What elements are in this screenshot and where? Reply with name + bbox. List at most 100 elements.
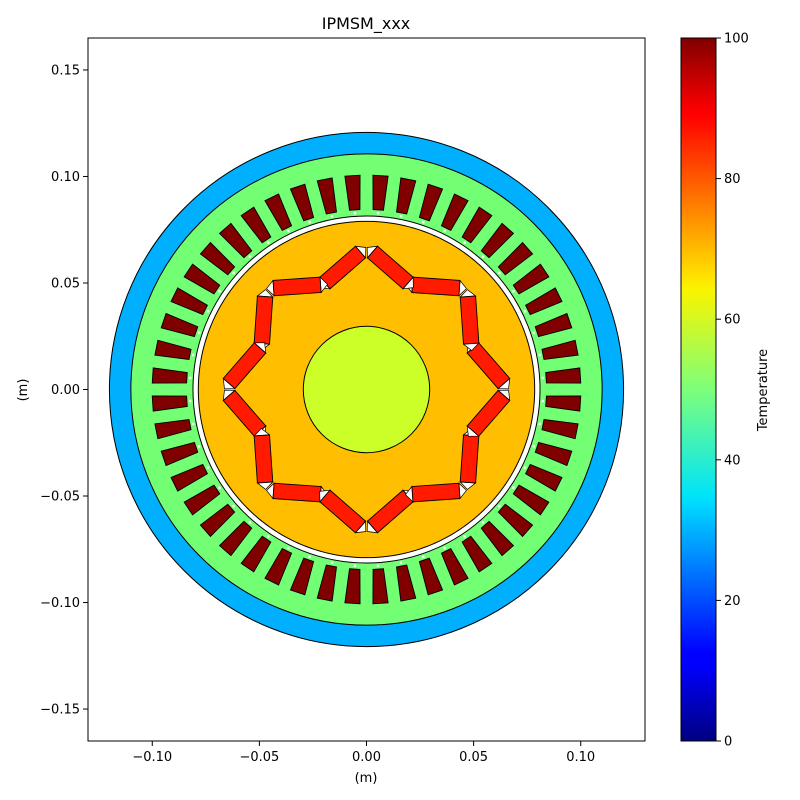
slot-opening bbox=[538, 422, 542, 426]
stator-winding-slot bbox=[240, 535, 272, 573]
slot-opening bbox=[191, 353, 195, 357]
shaft bbox=[302, 325, 431, 454]
stator-winding-slot bbox=[264, 193, 293, 231]
stator-winding-slot bbox=[199, 241, 236, 276]
stator-winding-slot bbox=[418, 183, 444, 222]
stator-winding-slot bbox=[497, 503, 534, 538]
permanent-magnet bbox=[411, 482, 461, 503]
stator-winding-slot bbox=[541, 339, 579, 360]
slot-opening bbox=[287, 229, 290, 233]
colorbar: 0 20 40 60 80 100 Temperature bbox=[680, 32, 771, 750]
colorbar-tick-label: 40 bbox=[724, 453, 741, 468]
slot-opening bbox=[481, 255, 485, 258]
stator-winding-slot bbox=[160, 312, 199, 338]
slot-opening bbox=[523, 310, 527, 313]
stator-winding-slot bbox=[512, 263, 550, 295]
colorbar-ticks: 0 20 40 60 80 100 bbox=[716, 32, 749, 750]
slot-opening bbox=[248, 255, 252, 258]
slot-opening bbox=[422, 555, 425, 559]
colorbar-tick-label: 80 bbox=[724, 172, 741, 187]
slot-opening bbox=[443, 229, 446, 233]
stator-winding-slot bbox=[240, 206, 272, 244]
slot-opening bbox=[443, 546, 446, 550]
y-tick-label: 0.00 bbox=[51, 383, 80, 398]
stator-winding-slot bbox=[418, 557, 444, 596]
magnet-pair-member bbox=[466, 389, 511, 437]
slot-opening bbox=[218, 290, 221, 293]
x-tick-label: 0.00 bbox=[352, 750, 381, 765]
slot-opening bbox=[197, 331, 201, 334]
magnet-pair-member bbox=[266, 276, 329, 297]
permanent-magnet bbox=[459, 295, 480, 345]
slot-opening bbox=[523, 466, 527, 469]
slot-opening bbox=[463, 535, 466, 538]
slot-opening bbox=[541, 399, 545, 403]
slot-opening bbox=[376, 564, 380, 568]
colorbar-tick-label: 100 bbox=[724, 32, 749, 47]
stator-winding-slot bbox=[545, 367, 582, 384]
magnet-pair-member bbox=[253, 427, 274, 490]
stator-winding-slot bbox=[461, 535, 493, 573]
x-tick-label: −0.05 bbox=[239, 750, 279, 765]
slot-opening bbox=[512, 486, 515, 489]
magnet-pair-member bbox=[459, 289, 480, 352]
stator-winding-slot bbox=[344, 174, 361, 211]
y-axis-label: (m) bbox=[16, 379, 31, 402]
slot-opening bbox=[353, 211, 357, 215]
stator-winding-slot bbox=[534, 441, 573, 467]
plot-title: IPMSM_xxx bbox=[322, 14, 411, 34]
stator-winding-slot bbox=[396, 564, 417, 602]
y-tick-label: 0.10 bbox=[51, 170, 80, 185]
stator-winding-slot bbox=[525, 287, 563, 316]
slot-opening bbox=[463, 241, 466, 244]
colorbar-tick-label: 0 bbox=[724, 735, 732, 750]
stator-winding-slot bbox=[289, 557, 315, 596]
stator-winding-slot bbox=[396, 177, 417, 215]
y-tick-label: −0.05 bbox=[40, 490, 80, 505]
y-tick-label: 0.15 bbox=[51, 63, 80, 78]
stator-winding-slot bbox=[316, 564, 337, 602]
stator-winding-slot bbox=[154, 339, 192, 360]
permanent-magnet bbox=[366, 245, 414, 290]
slot-opening bbox=[197, 445, 201, 448]
permanent-magnet bbox=[222, 342, 267, 390]
x-tick-label: 0.10 bbox=[566, 750, 595, 765]
stator-winding-slot bbox=[372, 568, 389, 605]
slot-opening bbox=[267, 241, 270, 244]
slot-opening bbox=[188, 399, 192, 403]
stator-winding-slot bbox=[183, 484, 221, 516]
slot-opening bbox=[399, 214, 403, 218]
stator-winding-slot bbox=[199, 503, 236, 538]
colorbar-tick-label: 60 bbox=[724, 313, 741, 328]
slot-opening bbox=[532, 331, 536, 334]
slot-opening bbox=[376, 211, 380, 215]
y-tick-label: −0.15 bbox=[40, 703, 80, 718]
stator-winding-slot bbox=[151, 367, 188, 384]
stator-winding-slot bbox=[160, 441, 199, 467]
permanent-magnet bbox=[411, 276, 461, 297]
x-axis-label: (m) bbox=[355, 771, 378, 786]
stator-winding-slot bbox=[344, 568, 361, 605]
stator-winding-slot bbox=[154, 419, 192, 440]
slot-opening bbox=[538, 353, 542, 357]
stator-winding-slot bbox=[512, 484, 550, 516]
slot-opening bbox=[512, 290, 515, 293]
stator-slots bbox=[151, 174, 582, 605]
y-tick-label: −0.10 bbox=[40, 596, 80, 611]
stator-winding-slot bbox=[534, 312, 573, 338]
permanent-magnet bbox=[272, 482, 322, 503]
stator-winding-slot bbox=[541, 419, 579, 440]
stator-winding-slot bbox=[264, 548, 293, 586]
x-tick-label: −0.10 bbox=[132, 750, 172, 765]
stator-winding-slot bbox=[183, 263, 221, 295]
x-tick-label: 0.05 bbox=[459, 750, 488, 765]
slot-opening bbox=[206, 310, 210, 313]
permanent-magnet bbox=[319, 489, 367, 534]
magnet-pair-member bbox=[222, 342, 267, 390]
stator-winding-slot bbox=[440, 548, 469, 586]
y-axis-ticks: 0.15 0.10 0.05 0.00 −0.05 −0.10 −0.15 bbox=[40, 63, 88, 718]
stator-winding-slot bbox=[289, 183, 315, 222]
slot-opening bbox=[308, 220, 311, 224]
motor-cross-section bbox=[108, 131, 625, 648]
